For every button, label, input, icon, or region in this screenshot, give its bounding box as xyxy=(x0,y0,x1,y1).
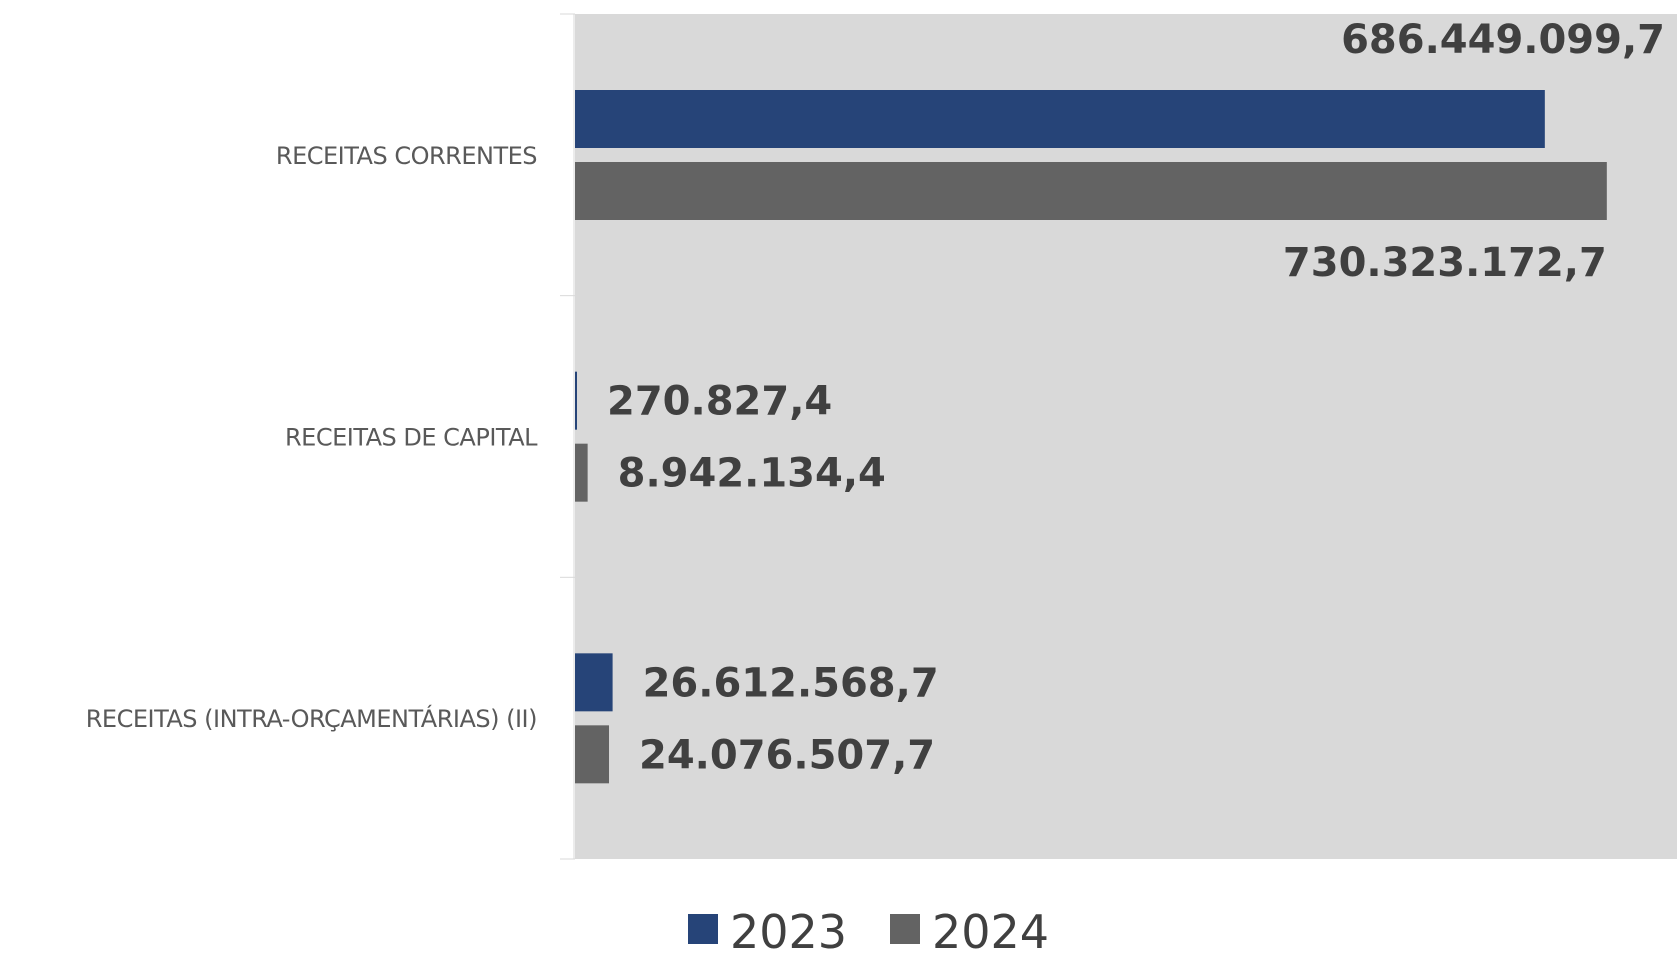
data-label: 26.612.568,7 xyxy=(643,660,939,706)
category-label: RECEITAS CORRENTES xyxy=(276,142,537,170)
bar-2023 xyxy=(575,371,577,430)
legend-swatch-2024 xyxy=(890,914,920,944)
category-labels: RECEITAS CORRENTES RECEITAS DE CAPITAL REC… xyxy=(86,142,539,733)
data-labels: 686.449.099,7 730.323.172,7 270.827,4 8.942… xyxy=(607,17,1665,778)
bar-2024 xyxy=(575,725,610,784)
bar-2023 xyxy=(575,90,1545,148)
legend-swatch-2023 xyxy=(688,914,718,944)
bar-2023 xyxy=(575,653,613,712)
data-label: 8.942.134,4 xyxy=(618,451,886,497)
category-label: RECEITAS DE CAPITAL xyxy=(285,424,538,452)
legend-label: 2023 xyxy=(730,905,847,959)
category-label: RECEITAS (INTRA-ORÇAMENTÁRIAS) (II) xyxy=(86,704,537,733)
bars xyxy=(575,90,1607,784)
data-label: 730.323.172,7 xyxy=(1283,240,1607,286)
bar-2024 xyxy=(575,162,1607,220)
legend-label: 2024 xyxy=(932,905,1049,959)
data-label: 686.449.099,7 xyxy=(1341,17,1665,63)
plot-area xyxy=(575,14,1677,859)
bar-2024 xyxy=(575,443,588,502)
legend: 2023 2024 xyxy=(688,905,1049,959)
data-label: 270.827,4 xyxy=(607,379,832,425)
axis-ticks xyxy=(560,13,575,860)
data-label: 24.076.507,7 xyxy=(639,732,935,778)
